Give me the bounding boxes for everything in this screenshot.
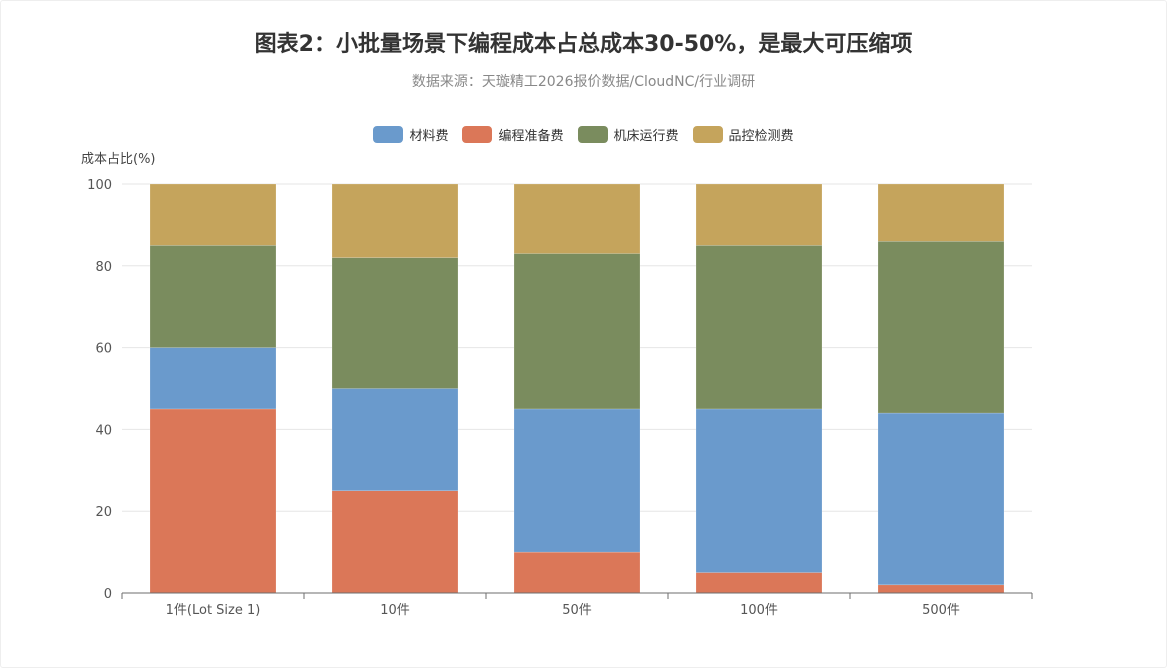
chart-legend[interactable]: 材料费 编程准备费 机床运行费 品控检测费 [0, 125, 1167, 144]
bar-segment [877, 183, 1005, 242]
legend-label: 编程准备费 [498, 129, 564, 144]
legend-label: 品控检测费 [728, 129, 794, 144]
bar-segment [331, 490, 459, 594]
y-tick-label: 0 [104, 587, 112, 602]
legend-swatch [577, 126, 608, 143]
bar-segment [695, 183, 823, 246]
bar-segment [331, 183, 459, 258]
x-tick-label: 100件 [740, 603, 778, 618]
chart-title: 图表2：小批量场景下编程成本占总成本30-50%，是最大可压缩项 [254, 32, 913, 57]
legend-item[interactable]: 机床运行费 [577, 125, 679, 144]
bar-segment [149, 183, 277, 246]
legend-swatch [373, 126, 404, 143]
y-tick-label: 100 [87, 178, 112, 193]
y-tick-label: 60 [95, 342, 112, 357]
y-tick-label: 20 [95, 505, 112, 520]
bar-segment [877, 241, 1005, 414]
legend-swatch [462, 126, 493, 143]
bar-segment [513, 183, 641, 254]
bar-segment [149, 347, 277, 410]
x-tick-label: 50件 [562, 603, 592, 618]
bar-segment [513, 551, 641, 594]
bar-segment [513, 408, 641, 553]
y-axis-label: 成本占比(%) [81, 152, 156, 167]
y-tick-label: 40 [95, 423, 112, 438]
bar-segment [513, 253, 641, 410]
legend-item[interactable]: 品控检测费 [692, 125, 794, 144]
legend-label: 机床运行费 [613, 129, 679, 144]
bar-segment [877, 412, 1005, 586]
bar-segment [695, 245, 823, 410]
y-tick-label: 80 [95, 260, 112, 275]
legend-swatch [692, 126, 723, 143]
bar-segment [877, 584, 1005, 594]
bar-segment [331, 388, 459, 491]
bar-segment [331, 257, 459, 389]
legend-item[interactable]: 材料费 [373, 125, 448, 144]
bar-segment [695, 408, 823, 573]
chart-subtitle: 数据来源：天璇精工2026报价数据/CloudNC/行业调研 [411, 74, 756, 90]
x-tick-label: 1件(Lot Size 1) [166, 603, 261, 618]
bar-segment [149, 245, 277, 348]
legend-label: 材料费 [409, 129, 449, 144]
legend-item[interactable]: 编程准备费 [462, 125, 564, 144]
x-tick-label: 500件 [922, 603, 960, 618]
bar-segment [695, 572, 823, 594]
x-tick-label: 10件 [380, 603, 410, 618]
bar-segment [149, 408, 277, 594]
